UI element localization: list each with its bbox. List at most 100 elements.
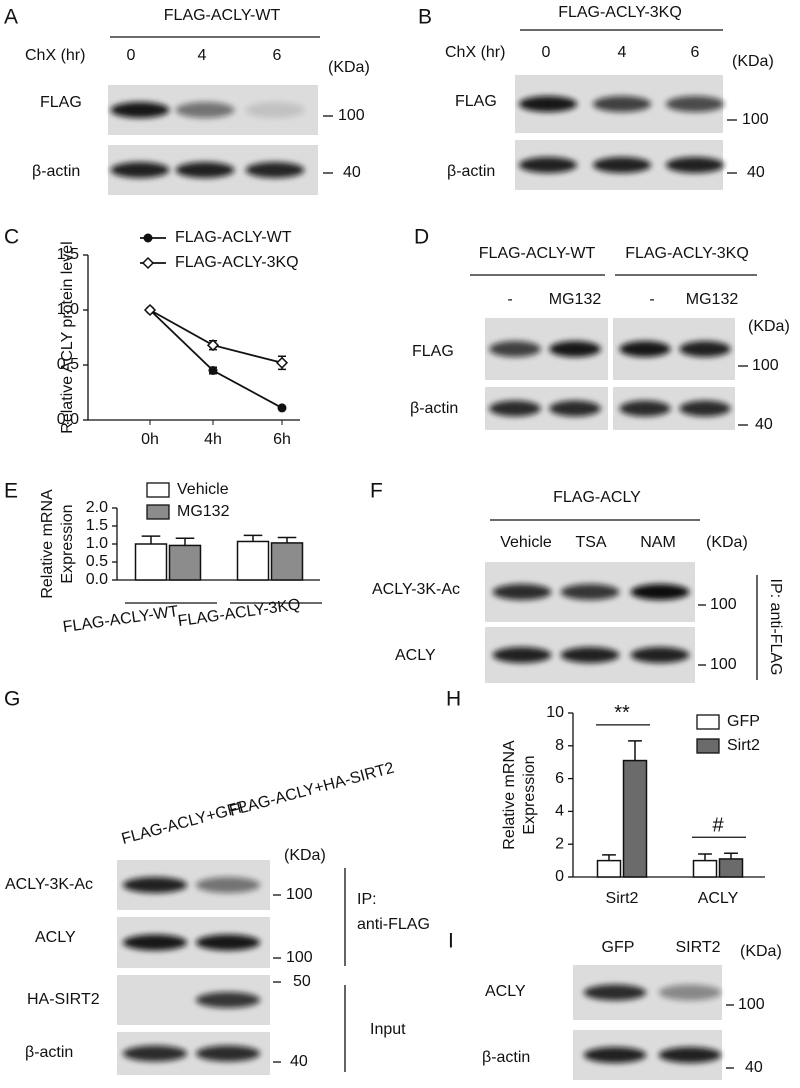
band bbox=[619, 400, 671, 417]
legend-label: Sirt2 bbox=[727, 737, 760, 754]
unit-label: (KDa) bbox=[740, 943, 782, 960]
marker-label: 50 bbox=[293, 973, 311, 990]
band bbox=[195, 934, 261, 951]
point bbox=[208, 366, 218, 375]
band bbox=[679, 400, 731, 417]
band bbox=[630, 647, 690, 663]
unit-label: (KDa) bbox=[328, 59, 370, 76]
point bbox=[275, 356, 289, 369]
series-line bbox=[149, 309, 283, 364]
row-label: ACLY bbox=[485, 983, 526, 1000]
y-tick-label: 8 bbox=[555, 737, 564, 754]
lane-label: 6 bbox=[273, 47, 282, 64]
panel-label: H bbox=[446, 688, 461, 711]
panel-label: D bbox=[414, 226, 429, 249]
y-tick-label: 0.0 bbox=[86, 571, 108, 588]
row-label: FLAG bbox=[412, 343, 454, 360]
row-label: ACLY bbox=[395, 647, 436, 664]
marker-label: 100 bbox=[710, 596, 737, 613]
series-line bbox=[149, 309, 283, 409]
band bbox=[630, 584, 690, 600]
band bbox=[583, 1047, 647, 1063]
y-tick-label: 0 bbox=[555, 868, 564, 885]
y-tick-label: 10 bbox=[546, 704, 564, 721]
y-tick-label: 0.0 bbox=[57, 411, 79, 428]
band bbox=[549, 400, 601, 417]
group-header: FLAG-ACLY-3KQ bbox=[625, 245, 749, 262]
band bbox=[658, 984, 722, 1001]
point bbox=[206, 339, 220, 352]
lane-label: SIRT2 bbox=[675, 939, 720, 956]
row-label: β-actin bbox=[447, 163, 495, 180]
band bbox=[122, 877, 188, 893]
group-header: FLAG-ACLY-WT bbox=[479, 245, 596, 262]
unit-label: (KDa) bbox=[284, 847, 326, 864]
unit-label: (KDa) bbox=[706, 534, 748, 551]
y-axis-label: Relative mRNA bbox=[39, 489, 56, 599]
x-tick-label: FLAG-ACLY-WT bbox=[62, 603, 180, 636]
band bbox=[658, 1047, 722, 1063]
band bbox=[245, 102, 305, 118]
unit-label: (KDa) bbox=[732, 53, 774, 70]
row-label: ACLY-3K-Ac bbox=[5, 876, 93, 893]
y-tick-label: 6 bbox=[555, 770, 564, 787]
blot-header: FLAG-ACLY-WT bbox=[164, 7, 281, 24]
marker-label: 40 bbox=[745, 1059, 763, 1076]
x-tick-label: 0h bbox=[141, 431, 159, 448]
lane-label: - bbox=[507, 291, 512, 308]
band bbox=[549, 341, 601, 357]
band bbox=[665, 96, 725, 112]
row-label: ACLY-3K-Ac bbox=[372, 581, 460, 598]
bar bbox=[134, 543, 168, 581]
band bbox=[122, 934, 188, 951]
panel-label: B bbox=[418, 6, 432, 29]
legend-label: GFP bbox=[727, 713, 760, 730]
y-axis-label: Expression bbox=[521, 755, 538, 834]
marker-label: 100 bbox=[752, 357, 779, 374]
marker-label: 100 bbox=[742, 111, 769, 128]
bar bbox=[236, 540, 270, 581]
legend-swatch bbox=[696, 738, 720, 754]
band bbox=[560, 647, 620, 663]
band bbox=[518, 157, 578, 173]
x-tick-label: ACLY bbox=[698, 890, 739, 907]
row-label: FLAG bbox=[455, 93, 497, 110]
lane-label: NAM bbox=[640, 534, 676, 551]
row-label: FLAG bbox=[40, 94, 82, 111]
row-label: β-actin bbox=[32, 163, 80, 180]
y-tick-label: 1.5 bbox=[57, 246, 79, 263]
y-tick-label: 0.5 bbox=[86, 553, 108, 570]
unit-label: (KDa) bbox=[748, 318, 790, 335]
band bbox=[583, 984, 647, 1001]
point bbox=[277, 403, 287, 413]
legend-label: MG132 bbox=[177, 503, 230, 520]
treatment-label: ChX (hr) bbox=[25, 47, 85, 64]
band bbox=[592, 157, 652, 173]
blot-header: FLAG-ACLY-3KQ bbox=[558, 4, 682, 21]
y-tick-label: 1.0 bbox=[86, 535, 108, 552]
marker-label: 40 bbox=[290, 1053, 308, 1070]
marker-label: 40 bbox=[755, 416, 773, 433]
lane-label: 0 bbox=[542, 44, 551, 61]
bar bbox=[622, 759, 648, 878]
bar bbox=[718, 858, 744, 878]
panel-label: C bbox=[4, 226, 19, 249]
band bbox=[492, 584, 552, 600]
panel-label: G bbox=[4, 688, 20, 711]
y-axis-label: Relative ACLY protein level bbox=[59, 241, 76, 433]
band bbox=[110, 102, 170, 118]
legend-marker bbox=[143, 233, 153, 243]
band bbox=[560, 584, 620, 600]
lane-label: MG132 bbox=[686, 291, 739, 308]
treatment-label: ChX (hr) bbox=[445, 44, 505, 61]
legend-label: FLAG-ACLY-3KQ bbox=[175, 254, 299, 271]
bar bbox=[270, 542, 304, 581]
lane-label: 4 bbox=[198, 47, 207, 64]
marker-label: 100 bbox=[286, 949, 313, 966]
lane-label: 0 bbox=[127, 47, 136, 64]
annotation: ** bbox=[614, 702, 630, 724]
band bbox=[195, 992, 261, 1008]
legend-swatch bbox=[696, 714, 720, 730]
lane-label: MG132 bbox=[549, 291, 602, 308]
annotation: # bbox=[712, 815, 724, 837]
